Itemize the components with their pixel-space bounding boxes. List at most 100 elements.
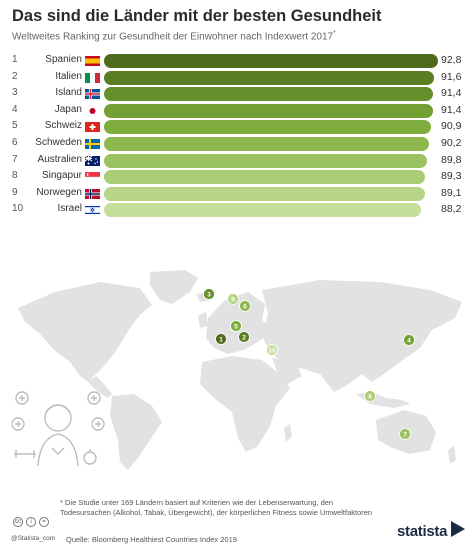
es-flag — [85, 56, 100, 66]
map-marker-label: 4 — [407, 338, 411, 345]
bar — [104, 137, 429, 151]
value-label: 91,6 — [441, 70, 462, 83]
map-marker-label: 2 — [242, 335, 246, 342]
greenland-shape — [150, 270, 198, 304]
value-label: 89,1 — [441, 186, 462, 199]
rank-label: 1 — [12, 54, 18, 65]
subtitle-footnote-mark: * — [333, 30, 336, 37]
chart-title: Das sind die Länder mit der besten Gesun… — [12, 7, 382, 25]
category-label: Schweden — [35, 137, 82, 148]
category-label: Spanien — [45, 54, 82, 65]
value-label: 91,4 — [441, 103, 462, 116]
map-marker-label: 6 — [243, 304, 247, 311]
map-marker — [215, 333, 227, 345]
attribution-icon: i — [26, 517, 36, 527]
category-label: Italien — [55, 70, 82, 82]
africa-shape — [200, 356, 290, 452]
bar-row: 3 Island 91,4 — [0, 86, 475, 102]
bar — [104, 186, 425, 201]
bar-row: 6 Schweden 90,2 — [0, 136, 475, 152]
rank-label: 9 — [12, 186, 18, 198]
value-label: 89,8 — [441, 153, 462, 166]
rank-label: 10 — [12, 203, 24, 215]
no-flag — [85, 188, 100, 199]
category-label: Schweiz — [44, 120, 82, 132]
twitter-handle: @Statista_com — [11, 535, 56, 542]
no-derivatives-icon: = — [39, 517, 49, 527]
bar — [104, 120, 432, 135]
category-label: Norwegen — [36, 186, 82, 198]
map-marker — [266, 344, 278, 356]
map-marker-label: 3 — [207, 292, 211, 299]
map-marker — [203, 288, 215, 300]
map-marker-label: 10 — [268, 348, 276, 355]
category-label: Singapur — [41, 170, 82, 182]
rank-label: 4 — [12, 103, 18, 115]
map-marker-label: 9 — [231, 297, 235, 304]
map-marker — [403, 334, 415, 346]
ch-flag — [85, 122, 100, 133]
se-flag — [85, 139, 100, 149]
it-flag — [85, 72, 100, 83]
rank-label: 6 — [12, 137, 18, 148]
category-label: Australien — [37, 153, 82, 165]
bar-row: 5 Schweiz 90,9 — [0, 119, 475, 135]
rank-label: 7 — [12, 153, 18, 165]
healthy-person-icon — [11, 391, 105, 467]
bar-row: 8 Singapur 89,3 — [0, 169, 475, 185]
world-map: 1 2 3 4 5 6 7 8 9 10 — [11, 270, 462, 470]
madagascar-shape — [284, 424, 292, 442]
category-label: Japan — [54, 103, 82, 115]
continents — [18, 270, 462, 470]
subtitle-text: Weltweites Ranking zur Gesundheit der Ei… — [12, 31, 334, 43]
cc-icon: cc — [13, 517, 23, 527]
bar — [104, 54, 438, 68]
bar — [104, 103, 433, 118]
jp-flag — [85, 105, 100, 116]
bar-chart: 1 Spanien 92,8 2 Italien 91,6 3 Island 91,4 4 Japa… — [0, 53, 475, 218]
footnote: * Die Studie unter 169 Ländern basiert a… — [60, 498, 373, 517]
bar — [104, 70, 434, 85]
map-marker — [227, 293, 239, 305]
category-label: Israel — [57, 203, 82, 215]
bar-row: 4 Japan 91,4 — [0, 103, 475, 119]
bar-row: 7 Australien 89,8 — [0, 153, 475, 169]
map-marker — [239, 300, 251, 312]
bar — [104, 203, 422, 218]
bar-row: 9 Norwegen 89,1 — [0, 186, 475, 202]
bar-row: 2 Italien 91,6 — [0, 70, 475, 86]
rank-label: 8 — [12, 170, 18, 182]
map-marker — [230, 320, 242, 332]
value-label: 88,2 — [441, 203, 462, 216]
uk-shape — [198, 312, 208, 328]
sg-flag — [85, 172, 100, 183]
license-icons: cc i = — [13, 517, 49, 527]
statista-logo: statista — [397, 523, 448, 540]
map-markers: 1 2 3 4 5 6 7 8 9 10 — [203, 288, 415, 440]
bar-row: 10 Israel 88,2 — [0, 202, 475, 218]
map-marker-label: 1 — [219, 337, 223, 344]
au-flag — [85, 155, 100, 166]
category-label: Island — [55, 87, 82, 99]
bar — [104, 153, 428, 168]
rank-label: 5 — [12, 120, 18, 132]
source-note: Quelle: Bloomberg Healthiest Countries I… — [66, 535, 237, 544]
is-flag — [85, 89, 100, 100]
map-marker-label: 5 — [234, 324, 238, 331]
bar — [104, 87, 433, 102]
value-label: 91,4 — [441, 87, 462, 100]
bar-row: 1 Spanien 92,8 — [0, 53, 475, 69]
map-marker-label: 8 — [368, 394, 372, 401]
map-marker — [399, 428, 411, 440]
map-marker — [238, 331, 250, 343]
rank-label: 2 — [12, 70, 18, 82]
value-label: 90,9 — [441, 120, 462, 133]
new-zealand-shape — [448, 446, 456, 464]
north-america-shape — [18, 282, 152, 382]
asia-shape — [262, 280, 462, 392]
south-america-shape — [110, 394, 162, 470]
il-flag — [85, 205, 100, 216]
value-label: 90,2 — [441, 137, 462, 149]
value-label: 89,3 — [441, 170, 462, 183]
statista-logo-mark — [451, 521, 465, 537]
